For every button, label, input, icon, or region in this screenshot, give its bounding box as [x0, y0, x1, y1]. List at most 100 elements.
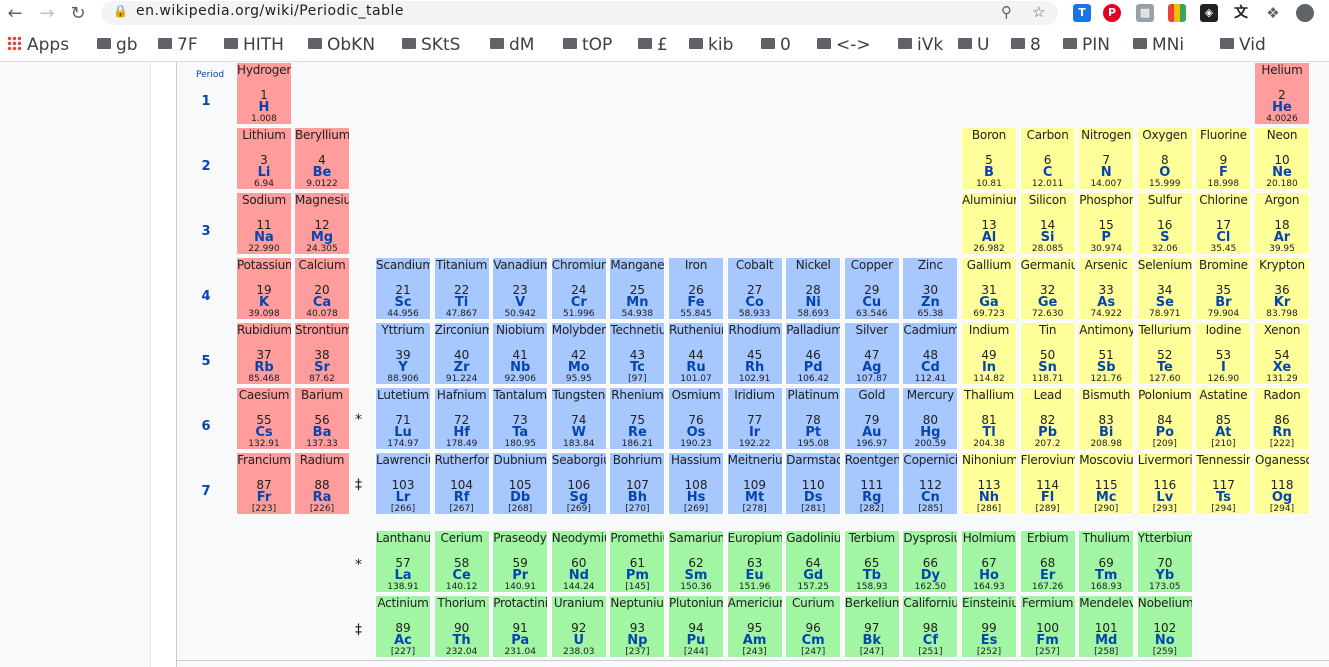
element-cell-ac[interactable]: Actinium 89 Ac [227] [375, 595, 431, 658]
element-symbol[interactable]: Si [1040, 230, 1055, 245]
element-symbol[interactable]: Al [981, 230, 997, 245]
element-symbol[interactable]: La [394, 568, 412, 583]
element-symbol[interactable]: Nb [510, 360, 531, 375]
element-symbol[interactable]: Db [510, 490, 531, 505]
element-symbol[interactable]: Zn [921, 295, 940, 310]
element-cell-eu[interactable]: Europium 63 Eu 151.96 [726, 530, 783, 593]
element-cell-hf[interactable]: Hafnium 72 Hf 178.49 [433, 387, 490, 450]
forward-arrow-icon[interactable]: → [39, 3, 55, 24]
element-cell-sn[interactable]: Tin 50 Sn 118.71 [1019, 322, 1076, 385]
bookmark-folder[interactable]: £ [638, 35, 668, 55]
element-symbol[interactable]: Lu [394, 425, 412, 440]
element-cell-rn[interactable]: Radon 86 Rn [222] [1254, 387, 1310, 450]
element-cell-te[interactable]: Tellurium 52 Te 127.60 [1136, 322, 1193, 385]
element-symbol[interactable]: Po [1155, 425, 1175, 440]
element-cell-ce[interactable]: Cerium 58 Ce 140.12 [433, 530, 490, 593]
element-symbol[interactable]: Ca [312, 295, 332, 310]
element-cell-sb[interactable]: Antimony 51 Sb 121.76 [1078, 322, 1135, 385]
element-symbol[interactable]: In [981, 360, 997, 375]
element-symbol[interactable]: Cr [570, 295, 587, 310]
element-symbol[interactable]: Gd [803, 568, 824, 583]
element-symbol[interactable]: Nd [568, 568, 589, 583]
element-symbol[interactable]: Ag [862, 360, 882, 375]
element-symbol[interactable]: Ne [1272, 165, 1292, 180]
element-cell-pt[interactable]: Platinum 78 Pt 195.08 [785, 387, 842, 450]
element-symbol[interactable]: Bh [627, 490, 647, 505]
element-cell-rh[interactable]: Rhodium 45 Rh 102.91 [726, 322, 783, 385]
bookmark-folder[interactable]: iVk [898, 35, 943, 55]
element-symbol[interactable]: Ts [1215, 490, 1231, 505]
element-cell-ga[interactable]: Gallium 31 Ga 69.723 [961, 257, 1017, 320]
element-cell-f[interactable]: Fluorine 9 F 18.998 [1195, 127, 1252, 190]
element-symbol[interactable]: Tm [1094, 568, 1118, 583]
extension-trello-icon[interactable]: T [1073, 4, 1091, 22]
element-cell-ta[interactable]: Tantalum 73 Ta 180.95 [492, 387, 549, 450]
bookmark-folder[interactable]: Vid [1220, 35, 1266, 55]
element-symbol[interactable]: Sn [1038, 360, 1057, 375]
bookmark-folder[interactable]: 0 [761, 35, 791, 55]
bookmark-folder[interactable]: U [958, 35, 989, 55]
element-symbol[interactable]: Bk [862, 633, 882, 648]
bookmark-folder[interactable]: HITH [224, 35, 284, 55]
element-symbol[interactable]: Cm [801, 633, 825, 648]
element-symbol[interactable]: Rf [453, 490, 470, 505]
bookmark-folder[interactable]: <-> [817, 35, 871, 55]
element-symbol[interactable]: Fe [687, 295, 705, 310]
element-symbol[interactable]: Ho [979, 568, 999, 583]
element-symbol[interactable]: H [258, 100, 270, 115]
bookmark-folder[interactable]: ObKN [308, 35, 375, 55]
element-symbol[interactable]: O [1159, 165, 1171, 180]
extension-cast-icon[interactable]: ▩ [1136, 4, 1154, 22]
element-symbol[interactable]: Rb [254, 360, 274, 375]
element-cell-hs[interactable]: Hassium 108 Hs [269] [668, 452, 724, 515]
element-symbol[interactable]: Ac [394, 633, 412, 648]
element-cell-tb[interactable]: Terbium 65 Tb 158.93 [843, 530, 900, 593]
element-symbol[interactable]: Te [1156, 360, 1173, 375]
element-cell-ni[interactable]: Nickel 28 Ni 58.693 [785, 257, 842, 320]
bookmark-apps[interactable]: Apps [7, 35, 69, 55]
element-cell-cl[interactable]: Chlorine 17 Cl 35.45 [1195, 192, 1252, 255]
element-cell-ne[interactable]: Neon 10 Ne 20.180 [1254, 127, 1310, 190]
element-symbol[interactable]: Fr [256, 490, 272, 505]
element-cell-cm[interactable]: Curium 96 Cm [247] [785, 595, 842, 658]
element-cell-i[interactable]: Iodine 53 I 126.90 [1195, 322, 1252, 385]
element-cell-pb[interactable]: Lead 82 Pb 207.2 [1019, 387, 1076, 450]
element-symbol[interactable]: Au [862, 425, 882, 440]
element-cell-nh[interactable]: Nihonium 113 Nh [286] [961, 452, 1017, 515]
element-cell-bh[interactable]: Bohrium 107 Bh [270] [609, 452, 666, 515]
element-cell-ar[interactable]: Argon 18 Ar 39.95 [1254, 192, 1310, 255]
element-symbol[interactable]: Nh [978, 490, 1000, 505]
element-symbol[interactable]: Mt [745, 490, 765, 505]
element-cell-no[interactable]: Nobelium 102 No [259] [1136, 595, 1193, 658]
element-symbol[interactable]: Mn [626, 295, 649, 310]
element-cell-n[interactable]: Nitrogen 7 N 14.007 [1078, 127, 1135, 190]
element-symbol[interactable]: Ge [1037, 295, 1058, 310]
element-cell-sr[interactable]: Strontium 38 Sr 87.62 [294, 322, 350, 385]
element-cell-ir[interactable]: Iridium 77 Ir 192.22 [726, 387, 783, 450]
element-symbol[interactable]: P [1101, 230, 1111, 245]
element-symbol[interactable]: N [1100, 165, 1112, 180]
element-cell-tm[interactable]: Thulium 69 Tm 168.93 [1078, 530, 1135, 593]
element-cell-ra[interactable]: Radium 88 Ra [226] [294, 452, 350, 515]
element-symbol[interactable]: Cf [922, 633, 938, 648]
element-symbol[interactable]: I [1220, 360, 1226, 375]
element-symbol[interactable]: Ni [805, 295, 821, 310]
element-symbol[interactable]: He [1272, 100, 1292, 115]
element-cell-sc[interactable]: Scandium 21 Sc 44.956 [375, 257, 431, 320]
element-symbol[interactable]: S [1160, 230, 1170, 245]
element-symbol[interactable]: Xe [1272, 360, 1292, 375]
back-arrow-icon[interactable]: ← [7, 3, 23, 24]
element-symbol[interactable]: Md [1095, 633, 1118, 648]
element-symbol[interactable]: Pd [803, 360, 823, 375]
element-symbol[interactable]: Ra [312, 490, 332, 505]
element-symbol[interactable]: Sr [314, 360, 330, 375]
element-symbol[interactable]: Ir [748, 425, 761, 440]
element-symbol[interactable]: Os [686, 425, 706, 440]
